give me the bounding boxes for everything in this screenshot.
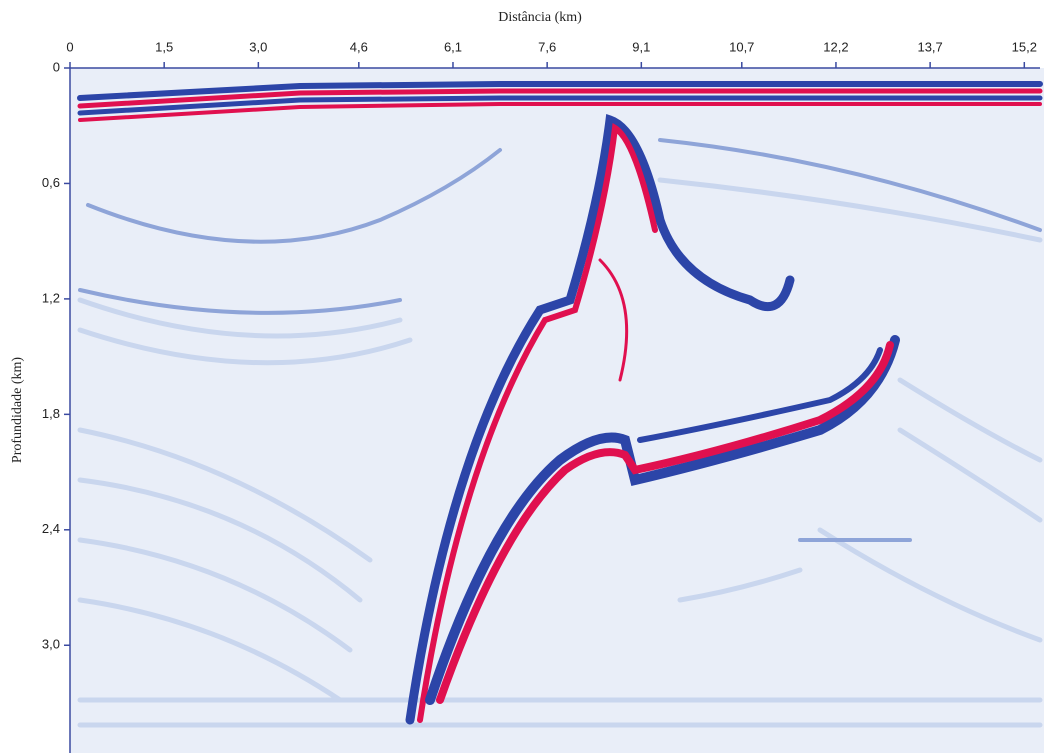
x-tick-label: 4,6 <box>350 39 368 54</box>
seismic-section <box>70 68 1044 753</box>
x-tick-label: 15,2 <box>1012 39 1037 54</box>
x-tick-label: 0 <box>66 39 73 54</box>
x-tick-label: 12,2 <box>823 39 848 54</box>
reflector <box>77 477 363 603</box>
reflector <box>897 377 1043 463</box>
reflector <box>658 138 1042 232</box>
x-tick-label: 13,7 <box>917 39 942 54</box>
medium-reflectors <box>78 138 1042 542</box>
y-tick-label: 1,8 <box>42 406 60 421</box>
background <box>70 68 1044 753</box>
y-axis-title: Profundidade (km) <box>10 357 25 463</box>
reflector <box>657 177 1043 243</box>
reflector <box>77 597 343 703</box>
reflector <box>77 537 353 653</box>
x-tick-label: 7,6 <box>538 39 556 54</box>
reflector <box>677 567 803 603</box>
x-tick-label: 9,1 <box>632 39 650 54</box>
reflector <box>86 148 502 244</box>
faint-reflectors <box>77 177 1043 728</box>
y-tick-label: 1,2 <box>42 290 60 305</box>
reflector <box>77 297 403 339</box>
y-tick-label: 3,0 <box>42 637 60 652</box>
x-tick-label: 3,0 <box>249 39 267 54</box>
reflector <box>77 327 413 366</box>
y-tick-label: 0,6 <box>42 175 60 190</box>
reflector <box>817 527 1043 643</box>
x-tick-label: 6,1 <box>444 39 462 54</box>
x-tick-label: 10,7 <box>729 39 754 54</box>
x-axis-title: Distância (km) <box>498 10 582 25</box>
y-tick-label: 2,4 <box>42 521 60 536</box>
seafloor <box>77 81 1043 122</box>
salt-body <box>405 113 900 725</box>
reflector <box>78 288 402 315</box>
x-tick-label: 1,5 <box>155 39 173 54</box>
y-tick-label: 0 <box>53 59 60 74</box>
reflector <box>77 427 373 563</box>
reflector <box>897 427 1043 523</box>
